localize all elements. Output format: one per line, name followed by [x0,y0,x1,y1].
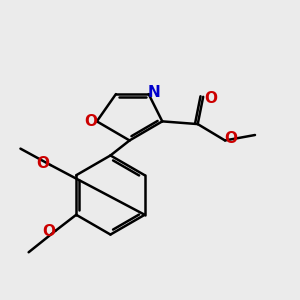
Text: N: N [147,85,160,100]
Text: O: O [42,224,55,239]
Text: O: O [36,156,49,171]
Text: O: O [204,91,217,106]
Text: O: O [84,114,97,129]
Text: O: O [224,131,238,146]
